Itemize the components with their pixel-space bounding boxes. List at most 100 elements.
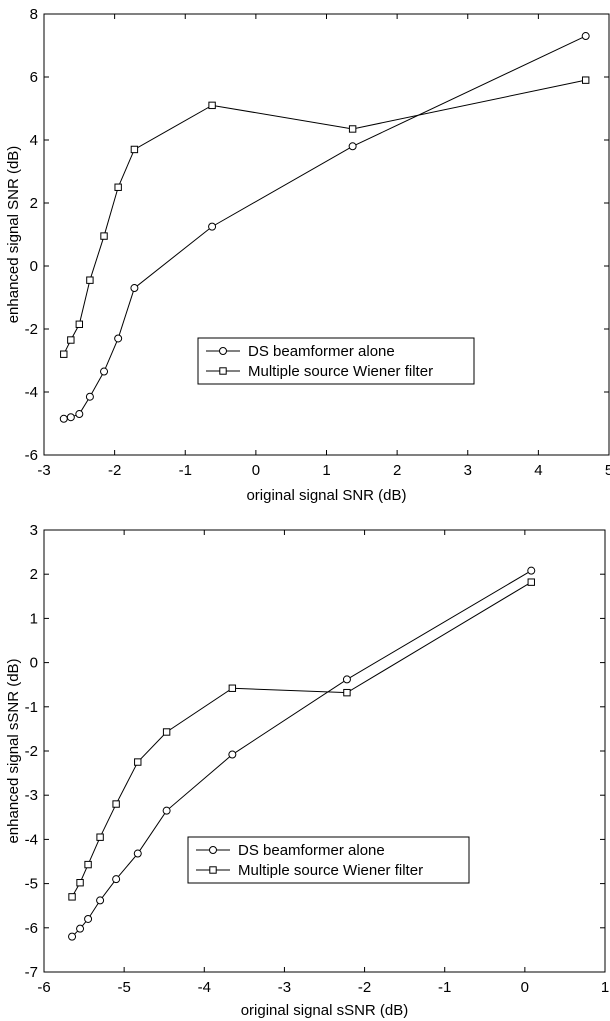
data-point-circle: [96, 896, 105, 905]
series-line: [63, 79, 586, 355]
data-point-circle: [112, 875, 121, 884]
data-point-circle: [130, 284, 139, 293]
data-point-square: [86, 276, 94, 284]
y-tick-label: -4: [25, 384, 38, 401]
x-tick-label: -2: [358, 979, 371, 996]
data-point-square: [84, 860, 92, 869]
x-tick-label: -6: [37, 979, 50, 996]
legend-marker-circle: [209, 846, 217, 854]
legend-box: [197, 337, 475, 385]
data-point-square: [228, 684, 237, 692]
legend-entry-label: Multiple source Wiener filter: [238, 862, 423, 879]
data-point-square: [96, 833, 104, 841]
x-tick-label: 2: [393, 462, 401, 479]
data-point-square: [162, 728, 171, 736]
data-point-circle: [84, 914, 93, 923]
series-ds-beamformer: [68, 566, 536, 941]
x-tick-label: -4: [198, 979, 211, 996]
data-point-circle: [342, 675, 351, 684]
x-tick-label: -1: [179, 462, 192, 479]
data-point-square: [343, 688, 351, 697]
y-tick-label: -1: [25, 699, 38, 716]
series-line: [63, 35, 586, 420]
y-tick-label: 2: [30, 566, 38, 583]
data-point-circle: [66, 413, 75, 422]
y-tick-label: -2: [25, 743, 38, 760]
data-point-square: [100, 232, 108, 240]
legend-marker-circle: [219, 347, 227, 355]
data-point-circle: [527, 566, 536, 575]
legend: DS beamformer alone Multiple source Wiene…: [187, 836, 470, 884]
chart-2: -6 -5 -4 -3 -2 -1 0 1-7-6-5-4-3-2-10123original…: [5, 522, 609, 1019]
x-tick-label: 1: [601, 979, 609, 996]
plot-frame: [43, 529, 606, 973]
data-point-square: [76, 879, 84, 887]
data-point-square: [68, 893, 76, 901]
y-tick-label: -2: [25, 321, 38, 338]
y-tick-label: 1: [30, 610, 38, 627]
y-tick-label: 0: [30, 655, 38, 672]
y-tick-label: 3: [30, 522, 38, 539]
data-point-circle: [68, 932, 77, 941]
data-point-circle: [85, 392, 94, 401]
x-tick-label: 4: [534, 462, 542, 479]
x-tick-label: 0: [252, 462, 260, 479]
data-point-square: [114, 183, 122, 191]
data-point-circle: [581, 32, 590, 41]
series-wiener-filter: [60, 76, 590, 358]
series-ds-beamformer: [59, 32, 590, 423]
plot-frame: [43, 13, 610, 456]
data-point-circle: [228, 750, 237, 759]
series-line: [71, 570, 532, 937]
data-point-square: [67, 336, 75, 344]
x-tick-label: 3: [464, 462, 472, 479]
x-tick-label: 1: [322, 462, 330, 479]
x-tick-label: -2: [108, 462, 121, 479]
y-axis-label: enhanced signal sSNR (dB): [5, 658, 22, 843]
y-axis-label: enhanced signal SNR (dB): [5, 146, 22, 324]
data-point-circle: [208, 222, 217, 231]
y-tick-label: 8: [30, 6, 38, 23]
y-tick-label: -7: [25, 964, 38, 981]
y-tick-label: -6: [25, 447, 38, 464]
y-tick-label: -5: [25, 876, 38, 893]
y-tick-label: -3: [25, 787, 38, 804]
data-point-square: [581, 76, 590, 84]
y-tick-label: 0: [30, 258, 38, 275]
chart-1: -3 -2 -1 0 1 2 3 4 5 -6 -4 -2 0 2 4 6 8 original signal S…: [5, 6, 610, 504]
data-point-square: [527, 578, 535, 586]
legend: DS beamformer alone Multiple source Wiene…: [197, 337, 475, 385]
data-point-square: [75, 320, 84, 328]
data-point-circle: [76, 924, 85, 933]
data-point-square: [60, 350, 68, 358]
data-point-square: [208, 101, 216, 110]
data-point-circle: [162, 806, 171, 815]
y-tick-label: -6: [25, 920, 38, 937]
x-axis-label: original signal SNR (dB): [246, 487, 406, 504]
x-tick-label: -3: [278, 979, 291, 996]
x-tick-label: 0: [521, 979, 529, 996]
legend-entry-label: Multiple source Wiener filter: [248, 363, 433, 380]
legend-entry-label: DS beamformer alone: [238, 842, 385, 859]
y-tick-label: 4: [30, 132, 38, 149]
data-point-square: [130, 145, 139, 154]
y-tick-label: 2: [30, 195, 38, 212]
series-wiener-filter: [68, 578, 535, 901]
legend-marker-square: [219, 367, 227, 375]
series-line: [71, 581, 532, 898]
x-tick-label: -5: [117, 979, 130, 996]
data-point-circle: [100, 367, 109, 376]
y-tick-label: -4: [25, 831, 38, 848]
data-point-circle: [75, 410, 84, 419]
data-point-circle: [133, 849, 142, 858]
data-point-circle: [348, 142, 357, 151]
x-tick-label: -3: [37, 462, 50, 479]
x-tick-label: 5: [605, 462, 610, 479]
data-point-circle: [59, 414, 68, 423]
data-point-square: [348, 125, 357, 133]
x-tick-label: -1: [438, 979, 451, 996]
y-tick-label: 6: [30, 69, 38, 86]
data-point-square: [134, 758, 142, 766]
data-point-circle: [114, 334, 123, 343]
